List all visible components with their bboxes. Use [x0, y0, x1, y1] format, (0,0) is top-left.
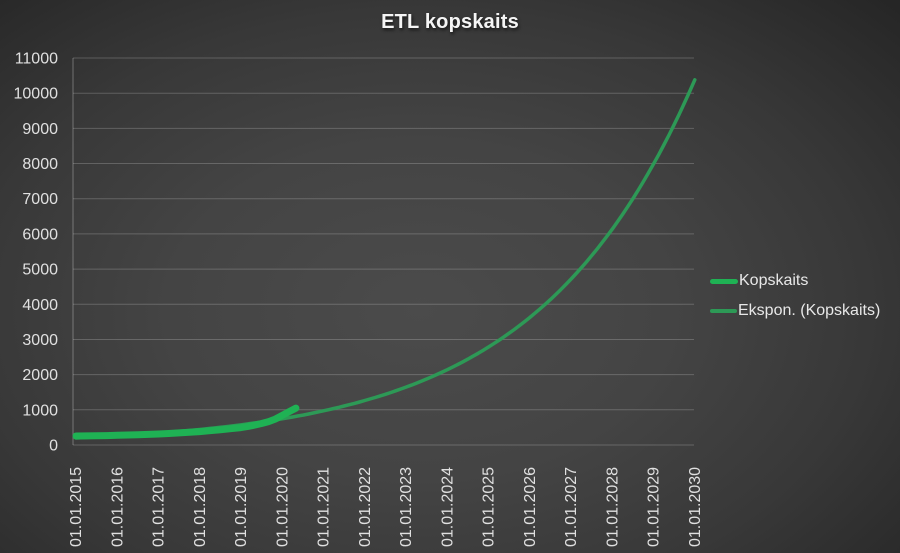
y-axis-tick-label: 3000: [22, 332, 58, 349]
x-axis-tick-label: 01.01.2024: [439, 467, 456, 547]
exponential-trendline[interactable]: [74, 78, 697, 440]
y-axis-tick-label: 8000: [22, 156, 58, 173]
chart-title[interactable]: ETL kopskaits: [381, 11, 519, 33]
x-axis-tick-label: 01.01.2019: [233, 467, 250, 547]
x-axis-tick-label: 01.01.2025: [481, 467, 498, 547]
trendline-swatch: [710, 309, 737, 313]
x-axis-tick-label: 01.01.2021: [316, 467, 333, 547]
y-axis-tick-label: 2000: [22, 367, 58, 384]
legend-label-trendline: Ekspon. (Kopskaits): [738, 302, 881, 319]
x-axis-tick-label: 01.01.2018: [192, 467, 209, 547]
x-axis-tick-label: 01.01.2028: [604, 467, 621, 547]
y-axis-tick-label: 5000: [22, 262, 58, 279]
kopskaits-series-line[interactable]: [72, 404, 300, 440]
x-axis-tick-label: 01.01.2023: [398, 467, 415, 547]
legend-item-kopskaits[interactable]: Kopskaits: [710, 269, 880, 293]
x-axis-tick-label: 01.01.2030: [687, 467, 704, 547]
y-axis-tick-label: 4000: [22, 297, 58, 314]
x-axis-tick-label: 01.01.2026: [522, 467, 539, 547]
legend-label-kopskaits: Kopskaits: [739, 272, 809, 289]
legend: Kopskaits Ekspon. (Kopskaits): [710, 269, 880, 329]
y-axis-tick-label: 0: [49, 438, 58, 455]
y-axis-tick-label: 6000: [22, 226, 58, 243]
x-axis-tick-label: 01.01.2016: [109, 467, 126, 547]
x-axis-tick-label: 01.01.2020: [274, 467, 291, 547]
x-axis-tick-label: 01.01.2029: [646, 467, 663, 547]
x-axis-tick-label: 01.01.2022: [357, 467, 374, 547]
y-axis-tick-label: 7000: [22, 191, 58, 208]
x-axis-tick-label: 01.01.2015: [68, 467, 85, 547]
legend-item-trendline[interactable]: Ekspon. (Kopskaits): [710, 299, 880, 323]
kopskaits-line-swatch: [710, 278, 738, 284]
y-axis-tick-label: 9000: [22, 121, 58, 138]
x-axis-tick-label: 01.01.2027: [563, 467, 580, 547]
y-axis-tick-label: 10000: [14, 86, 59, 103]
y-axis-tick-label: 1000: [22, 402, 58, 419]
x-axis-tick-label: 01.01.2017: [151, 467, 168, 547]
y-axis-tick-label: 11000: [15, 51, 58, 68]
